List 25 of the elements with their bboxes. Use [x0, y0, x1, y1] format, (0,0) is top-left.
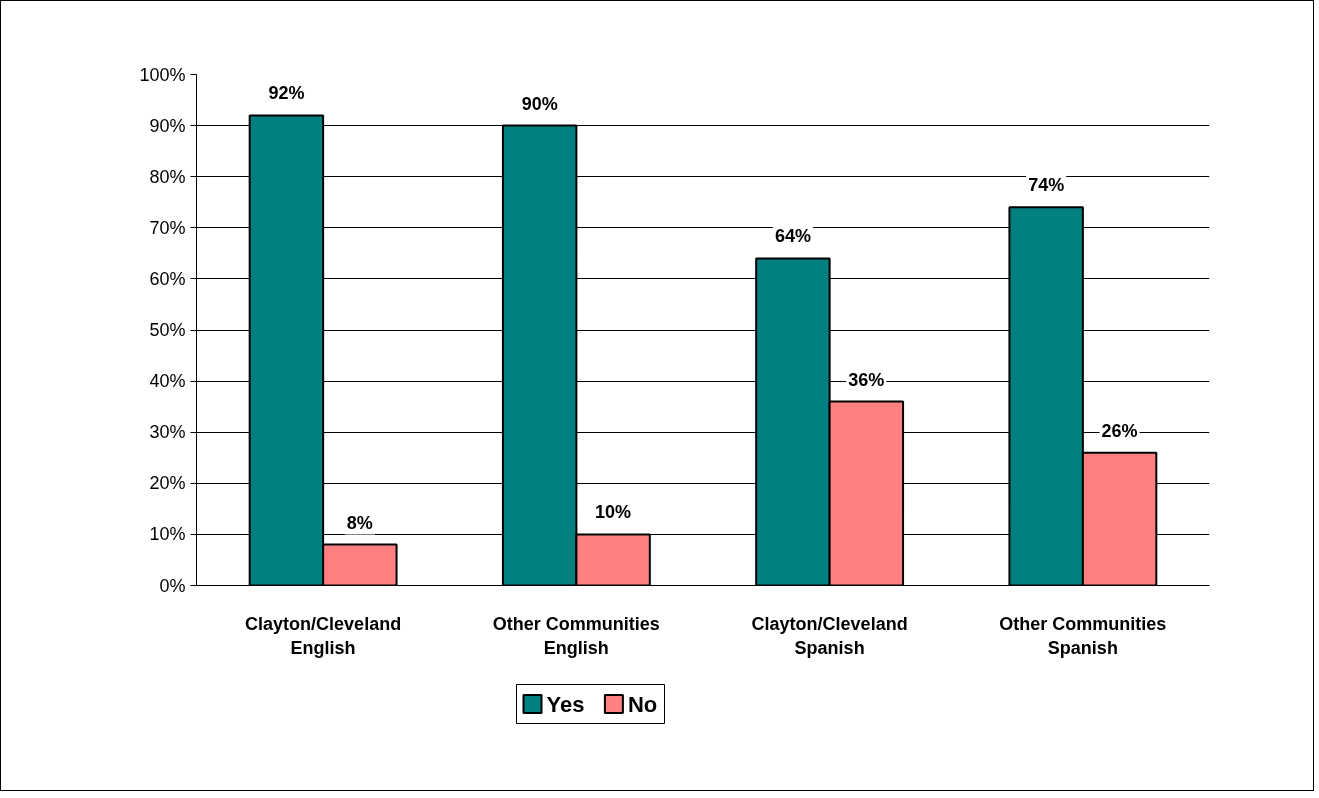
y-tick-label: 70% [149, 217, 186, 238]
data-label: 64% [774, 226, 811, 247]
legend-label: No [627, 691, 658, 717]
y-tick-label: 0% [159, 575, 186, 596]
x-tick-label: Other Communities Spanish [999, 613, 1167, 658]
y-tick-label: 60% [149, 268, 186, 289]
legend-label: Yes [546, 691, 585, 717]
y-tick-label: 40% [149, 371, 186, 392]
y-tick-label: 50% [149, 320, 186, 340]
data-label: 26% [1101, 420, 1138, 441]
data-label: 74% [1028, 175, 1065, 196]
y-tick-label: 30% [149, 422, 186, 443]
y-tick-label: 10% [149, 524, 186, 545]
data-label: 36% [848, 369, 885, 390]
x-tick-label: Other Communities English [492, 613, 660, 658]
y-tick-label: 20% [149, 473, 186, 494]
data-label: 92% [268, 83, 305, 104]
y-tick-label: 90% [149, 115, 186, 136]
x-tick-label: Clayton/Cleveland Spanish [751, 613, 908, 658]
data-label: 90% [521, 93, 558, 114]
data-label: 8% [346, 512, 373, 533]
y-tick-label: 100% [139, 64, 186, 85]
y-tick-label: 80% [149, 166, 186, 187]
x-tick-label: Clayton/Cleveland English [245, 613, 402, 658]
data-label: 10% [595, 502, 632, 523]
